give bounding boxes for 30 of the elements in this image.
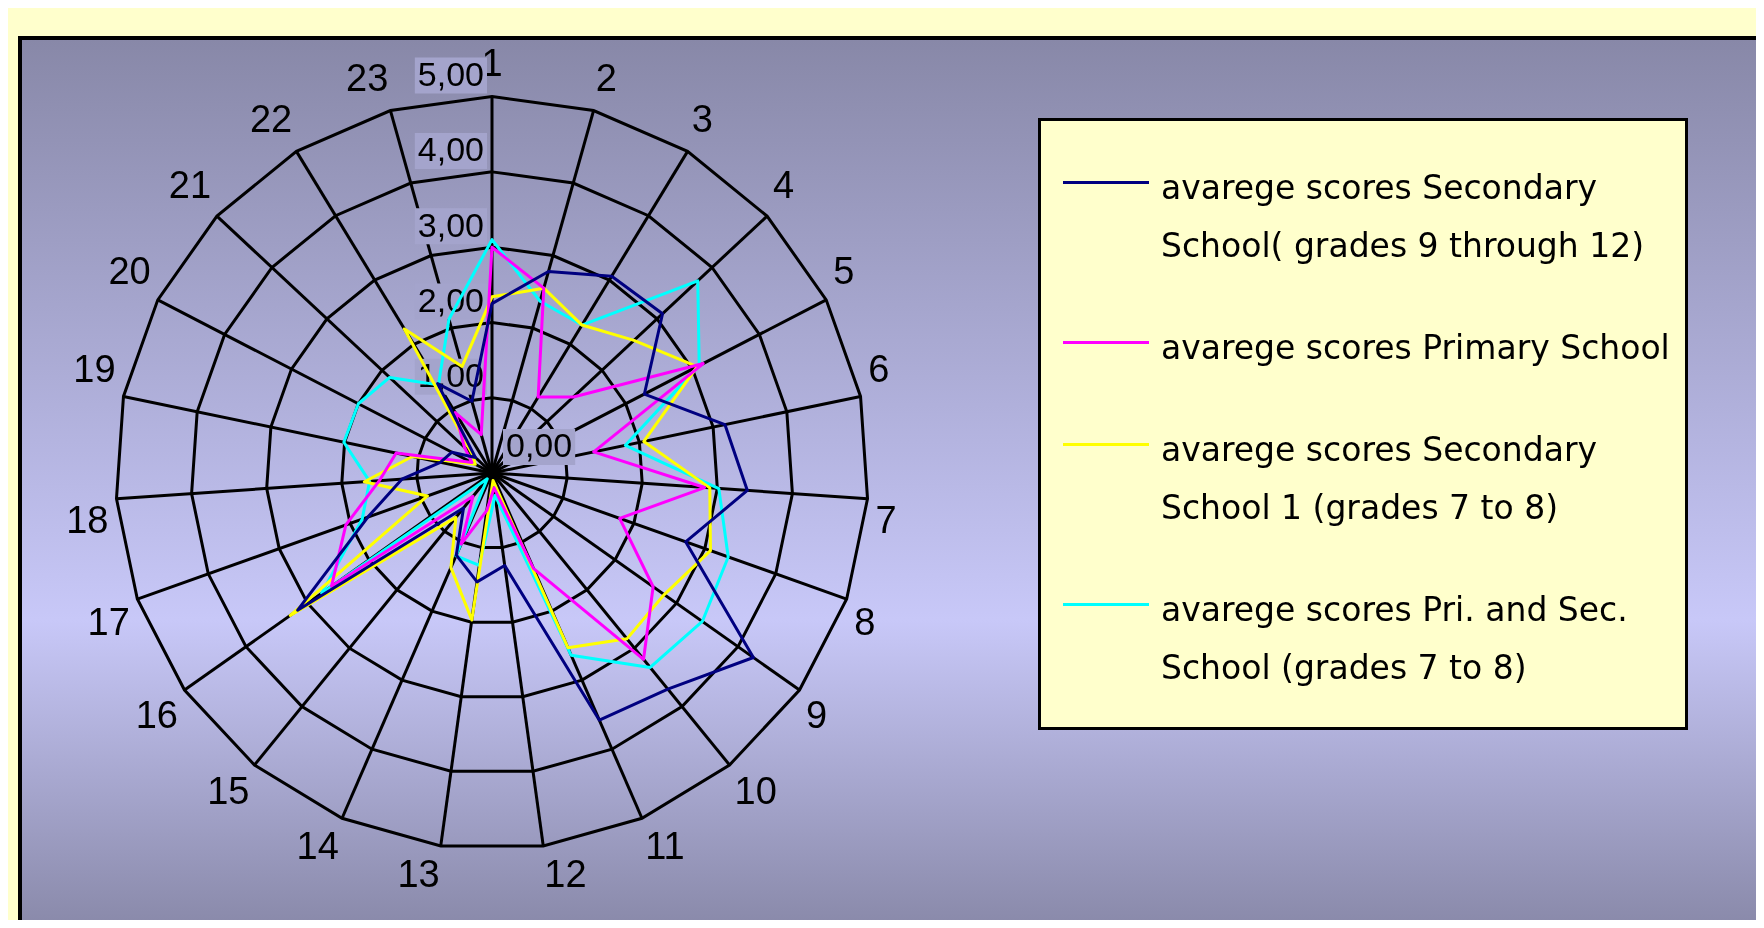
spoke-label: 16 — [135, 693, 178, 736]
spoke-label: 4 — [772, 164, 795, 207]
spoke-label: 22 — [249, 98, 293, 141]
spoke-label: 8 — [854, 601, 876, 644]
spoke-label: 3 — [691, 98, 713, 141]
spoke-label: 9 — [806, 693, 828, 736]
spoke-label: 18 — [66, 498, 109, 541]
y-tick-label: 5,00 — [417, 54, 484, 93]
spoke-label: 14 — [296, 824, 339, 867]
spoke-label: 17 — [87, 601, 130, 644]
spoke-label: 12 — [544, 853, 587, 896]
spoke-label: 10 — [734, 770, 777, 813]
spoke-label: 19 — [73, 348, 116, 391]
spoke-label: 11 — [645, 824, 685, 867]
spoke-label: 13 — [397, 853, 440, 896]
spoke-label: 20 — [108, 249, 151, 292]
legend-label: avarege scores Secondary School 1 (grades 7 to 8) — [1161, 429, 1598, 529]
spoke-label: 5 — [833, 249, 855, 292]
legend-label: avarege scores Pri. and Sec. School (grades 7 to 8) — [1161, 589, 1629, 689]
spoke-label: 15 — [207, 770, 250, 813]
y-tick-label: 4,00 — [417, 130, 484, 169]
spoke-label: 6 — [868, 348, 890, 391]
spoke-label: 21 — [168, 164, 212, 207]
legend-label: avarege scores Secondary School( grades 9 through 12) — [1161, 167, 1646, 267]
legend-label: avarege scores Primary School — [1161, 327, 1670, 369]
spoke-label: 2 — [595, 56, 617, 99]
spoke-label: 23 — [346, 56, 389, 99]
y-tick-label: 3,00 — [417, 205, 484, 244]
y-tick-label: 0,00 — [505, 426, 573, 465]
spoke-label: 7 — [875, 498, 897, 541]
